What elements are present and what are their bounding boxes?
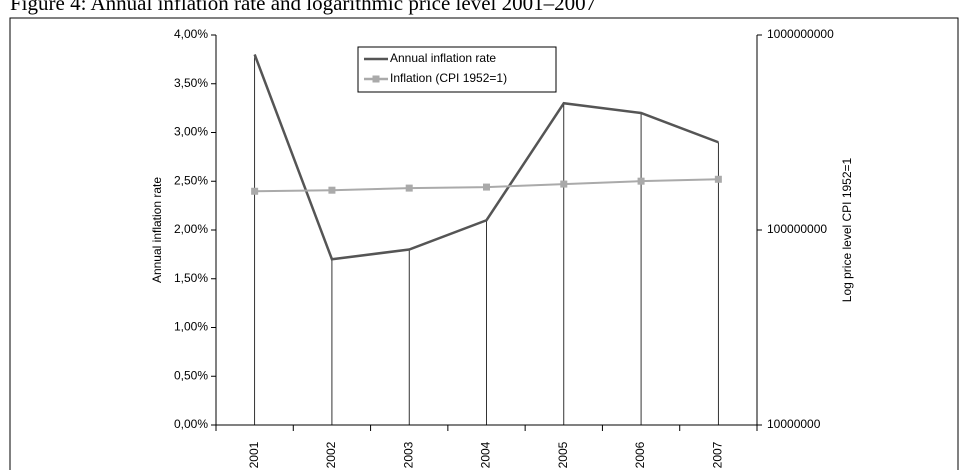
x-tick-label: 2004 — [479, 441, 493, 468]
y2-tick-label: 1000000000 — [767, 27, 834, 41]
y2-axis-title: Log price level CPI 1952=1 — [840, 157, 854, 302]
y-tick-label: 2,00% — [174, 222, 208, 236]
x-tick-label: 2003 — [401, 441, 415, 468]
x-tick-label: 2006 — [633, 441, 647, 468]
legend-label: Inflation (CPI 1952=1) — [390, 71, 507, 85]
chart-title: Figure 4: Annual inflation rate and loga… — [10, 0, 596, 15]
series-marker — [637, 177, 645, 185]
series-line — [253, 54, 719, 261]
series-marker — [328, 186, 336, 194]
y2-tick-label: 100000000 — [767, 222, 827, 236]
series-marker — [560, 180, 568, 188]
y2-tick-label: 10000000 — [767, 417, 821, 431]
y-tick-label: 2,50% — [174, 173, 208, 187]
x-tick-label: 2002 — [324, 441, 338, 468]
legend-marker — [372, 75, 380, 83]
y-tick-label: 0,50% — [174, 368, 208, 382]
y-tick-label: 3,00% — [174, 125, 208, 139]
y-tick-label: 1,50% — [174, 271, 208, 285]
chart-frame — [9, 17, 959, 470]
series-marker — [405, 184, 413, 192]
y-tick-label: 1,00% — [174, 320, 208, 334]
y-tick-label: 4,00% — [174, 27, 208, 41]
y-tick-label: 0,00% — [174, 417, 208, 431]
x-tick-label: 2005 — [556, 441, 570, 468]
y-tick-label: 3,50% — [174, 76, 208, 90]
x-tick-label: 2007 — [711, 441, 725, 468]
series-marker — [251, 187, 259, 195]
series-marker — [483, 183, 490, 191]
x-tick-label: 2001 — [247, 441, 261, 468]
legend-box — [357, 46, 557, 93]
series-marker — [714, 175, 722, 183]
y-axis-title: Annual inflation rate — [150, 177, 164, 283]
legend-label: Annual inflation rate — [390, 51, 496, 65]
